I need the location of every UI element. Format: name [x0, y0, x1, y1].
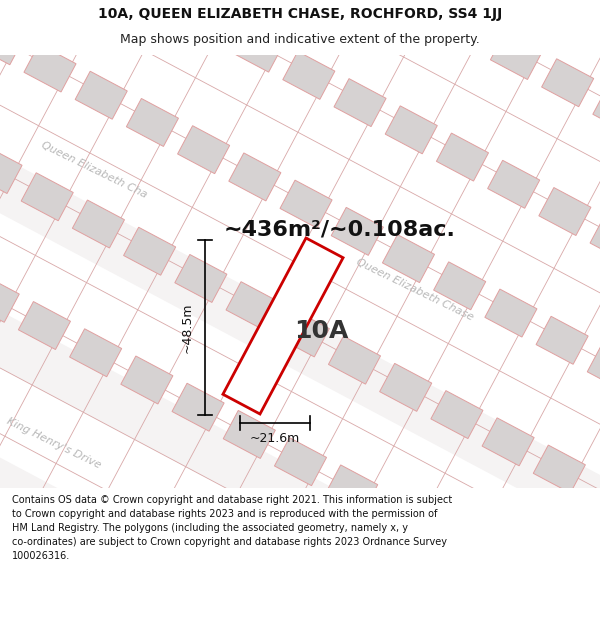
Polygon shape: [70, 329, 122, 377]
Polygon shape: [75, 71, 127, 119]
Polygon shape: [542, 59, 594, 107]
Text: King Henry's Drive: King Henry's Drive: [5, 416, 103, 470]
Polygon shape: [436, 133, 488, 181]
Text: Map shows position and indicative extent of the property.: Map shows position and indicative extent…: [120, 33, 480, 46]
Polygon shape: [587, 344, 600, 391]
Polygon shape: [0, 146, 22, 194]
Text: 10A: 10A: [294, 319, 348, 343]
Polygon shape: [334, 79, 386, 127]
Polygon shape: [121, 356, 173, 404]
Polygon shape: [19, 301, 70, 349]
Text: Queen Elizabeth Chase: Queen Elizabeth Chase: [355, 258, 475, 322]
Text: Queen Elizabeth Cha: Queen Elizabeth Cha: [40, 140, 149, 200]
Polygon shape: [283, 51, 335, 99]
Polygon shape: [232, 24, 284, 72]
Polygon shape: [124, 228, 176, 275]
Text: ~436m²/~0.108ac.: ~436m²/~0.108ac.: [224, 220, 456, 240]
Polygon shape: [434, 262, 486, 310]
Polygon shape: [539, 188, 591, 236]
Polygon shape: [590, 215, 600, 262]
Polygon shape: [485, 289, 537, 337]
Polygon shape: [428, 519, 480, 568]
Polygon shape: [0, 17, 25, 65]
Polygon shape: [277, 309, 329, 357]
Polygon shape: [175, 254, 227, 302]
Polygon shape: [431, 391, 483, 439]
Polygon shape: [21, 173, 73, 221]
Polygon shape: [24, 44, 76, 92]
Polygon shape: [172, 383, 224, 431]
Polygon shape: [380, 363, 432, 411]
Polygon shape: [382, 234, 434, 282]
Polygon shape: [331, 208, 383, 256]
Polygon shape: [377, 492, 429, 540]
Polygon shape: [229, 153, 281, 201]
Text: ~48.5m: ~48.5m: [181, 302, 193, 352]
Polygon shape: [388, 0, 440, 25]
Polygon shape: [0, 284, 600, 625]
Text: Contains OS data © Crown copyright and database right 2021. This information is : Contains OS data © Crown copyright and d…: [12, 495, 452, 561]
Polygon shape: [385, 106, 437, 154]
Polygon shape: [328, 336, 380, 384]
Polygon shape: [0, 274, 19, 322]
Polygon shape: [0, 431, 600, 625]
Polygon shape: [482, 418, 534, 466]
Polygon shape: [326, 465, 378, 513]
Polygon shape: [73, 200, 124, 248]
Polygon shape: [274, 438, 326, 486]
Polygon shape: [178, 126, 230, 174]
Text: 10A, QUEEN ELIZABETH CHASE, ROCHFORD, SS4 1JJ: 10A, QUEEN ELIZABETH CHASE, ROCHFORD, SS…: [98, 7, 502, 21]
Polygon shape: [536, 316, 588, 364]
Polygon shape: [280, 180, 332, 228]
Polygon shape: [127, 99, 178, 146]
Polygon shape: [439, 4, 491, 52]
Text: ~21.6m: ~21.6m: [250, 432, 300, 446]
Polygon shape: [223, 238, 343, 414]
Polygon shape: [533, 445, 586, 493]
Polygon shape: [488, 160, 540, 208]
Polygon shape: [490, 31, 542, 79]
Polygon shape: [593, 86, 600, 134]
Polygon shape: [223, 411, 275, 459]
Polygon shape: [181, 0, 232, 45]
Polygon shape: [226, 282, 278, 329]
Polygon shape: [0, 129, 600, 559]
